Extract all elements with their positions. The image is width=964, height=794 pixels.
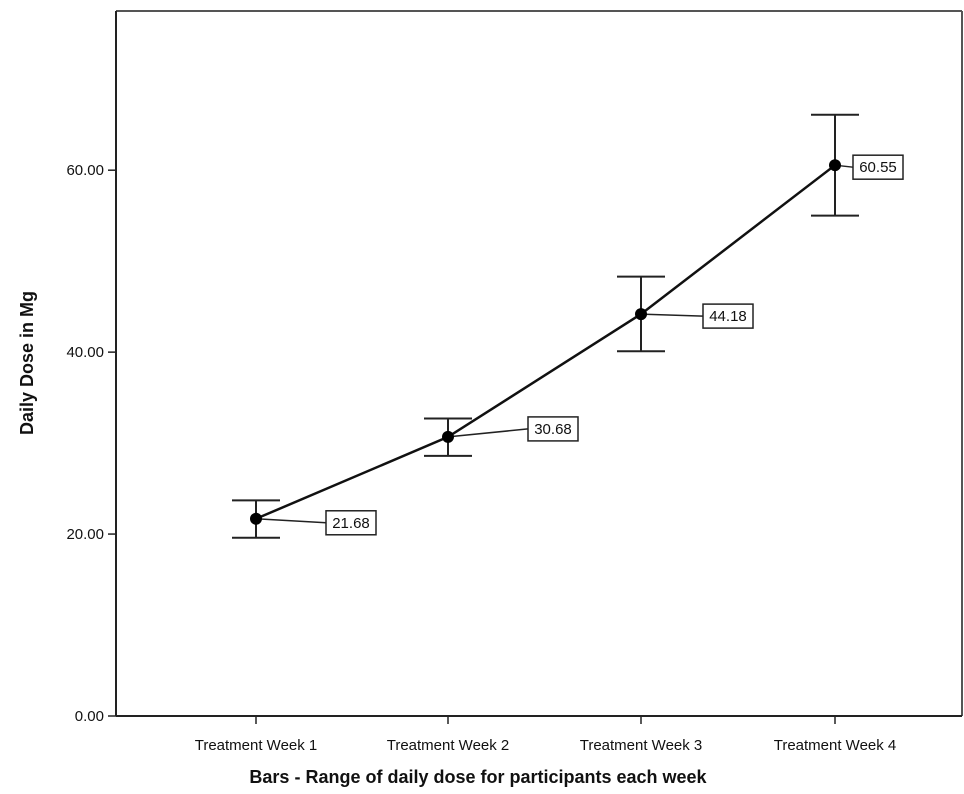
label-leaders: [255, 164, 854, 524]
data-point: [250, 512, 262, 525]
series-polyline: [255, 164, 836, 520]
y-axis-title: Daily Dose in Mg: [17, 291, 37, 435]
y-tick-label: 20.00: [66, 526, 104, 543]
y-tick-label: 40.00: [66, 344, 104, 361]
x-axis-title: Bars - Range of daily dose for participa…: [249, 767, 707, 787]
data-point: [442, 430, 454, 443]
data-label-text: 30.68: [534, 421, 572, 438]
data-label-text: 21.68: [332, 515, 370, 532]
error-bars: [232, 113, 859, 539]
data-label-text: 60.55: [859, 159, 897, 176]
data-label: 30.68: [527, 416, 579, 442]
data-point: [829, 159, 841, 172]
y-tick-label: 0.00: [75, 708, 104, 725]
x-tick-label: Treatment Week 2: [387, 737, 510, 754]
label-leader: [255, 518, 327, 524]
x-tick-label: Treatment Week 4: [774, 737, 897, 754]
x-tick-label: Treatment Week 1: [195, 737, 318, 754]
data-point: [635, 308, 647, 321]
data-label: 21.68: [325, 510, 377, 536]
x-axis: Treatment Week 1 Treatment Week 2 Treatmen…: [116, 715, 962, 754]
data-label: 44.18: [702, 303, 754, 329]
y-tick-label: 60.00: [66, 162, 104, 179]
series-line: [255, 164, 836, 520]
y-axis: 0.00 20.00 40.00 60.00: [66, 11, 117, 725]
data-points: [250, 159, 841, 525]
label-leader: [447, 428, 529, 438]
plot-frame: [116, 10, 963, 716]
x-tick-label: Treatment Week 3: [580, 737, 703, 754]
data-labels: 21.68 30.68 44.18 60.55: [325, 154, 904, 536]
label-leader: [640, 313, 704, 317]
data-label: 60.55: [852, 154, 904, 180]
data-label-text: 44.18: [709, 308, 747, 325]
